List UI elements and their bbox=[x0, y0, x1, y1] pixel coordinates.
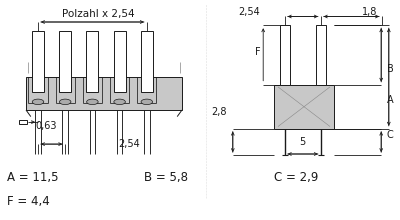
Text: 1,8: 1,8 bbox=[362, 7, 377, 17]
Bar bbox=[114, 31, 126, 92]
Text: B = 5,8: B = 5,8 bbox=[144, 170, 188, 184]
Text: A = 11,5: A = 11,5 bbox=[7, 170, 59, 184]
Ellipse shape bbox=[60, 99, 71, 104]
Text: F = 4,4: F = 4,4 bbox=[7, 195, 50, 208]
Text: 2,8: 2,8 bbox=[212, 107, 227, 117]
Bar bbox=[32, 31, 44, 92]
Bar bbox=[280, 25, 290, 85]
Bar bbox=[316, 25, 326, 85]
Bar bbox=[26, 77, 182, 110]
Text: 5: 5 bbox=[299, 137, 305, 147]
Text: A: A bbox=[387, 95, 393, 105]
Text: F: F bbox=[255, 47, 261, 57]
Ellipse shape bbox=[32, 99, 44, 104]
Text: B: B bbox=[387, 64, 393, 74]
Text: 0,63: 0,63 bbox=[35, 121, 57, 132]
Bar bbox=[59, 31, 71, 92]
Bar bbox=[274, 85, 334, 129]
Ellipse shape bbox=[114, 99, 125, 104]
Ellipse shape bbox=[87, 99, 98, 104]
Ellipse shape bbox=[141, 99, 152, 104]
Bar bbox=[86, 31, 98, 92]
Bar bbox=[141, 31, 153, 92]
Text: 2,54: 2,54 bbox=[238, 7, 260, 17]
Text: C: C bbox=[387, 130, 393, 140]
Text: C = 2,9: C = 2,9 bbox=[274, 170, 318, 184]
Bar bbox=[19, 120, 27, 124]
Text: 2,54: 2,54 bbox=[118, 139, 140, 149]
Text: Polzahl x 2,54: Polzahl x 2,54 bbox=[62, 9, 134, 19]
